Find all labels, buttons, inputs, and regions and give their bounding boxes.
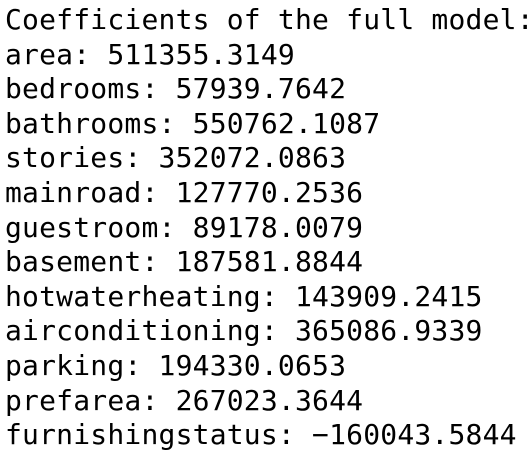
coefficient-line-mainroad: mainroad: 127770.2536 [5,175,364,209]
coefficient-line-hotwaterheating: hotwaterheating: 143909.2415 [5,279,483,313]
coefficient-line-parking: parking: 194330.0653 [5,348,347,382]
coefficient-line-stories: stories: 352072.0863 [5,141,347,175]
coefficient-line-basement: basement: 187581.8844 [5,245,364,279]
coefficient-line-guestroom: guestroom: 89178.0079 [5,210,364,244]
coefficient-line-bathrooms: bathrooms: 550762.1087 [5,106,381,140]
output-heading: Coefficients of the full model: [5,3,532,36]
coefficient-line-area: area: 511355.3149 [5,37,295,71]
coefficient-line-airconditioning: airconditioning: 365086.9339 [5,314,483,348]
coefficient-line-prefarea: prefarea: 267023.3644 [5,383,364,417]
coefficient-line-bedrooms: bedrooms: 57939.7642 [5,72,347,106]
coefficient-line-furnishingstatus: furnishingstatus: −160043.5844 [5,418,517,452]
